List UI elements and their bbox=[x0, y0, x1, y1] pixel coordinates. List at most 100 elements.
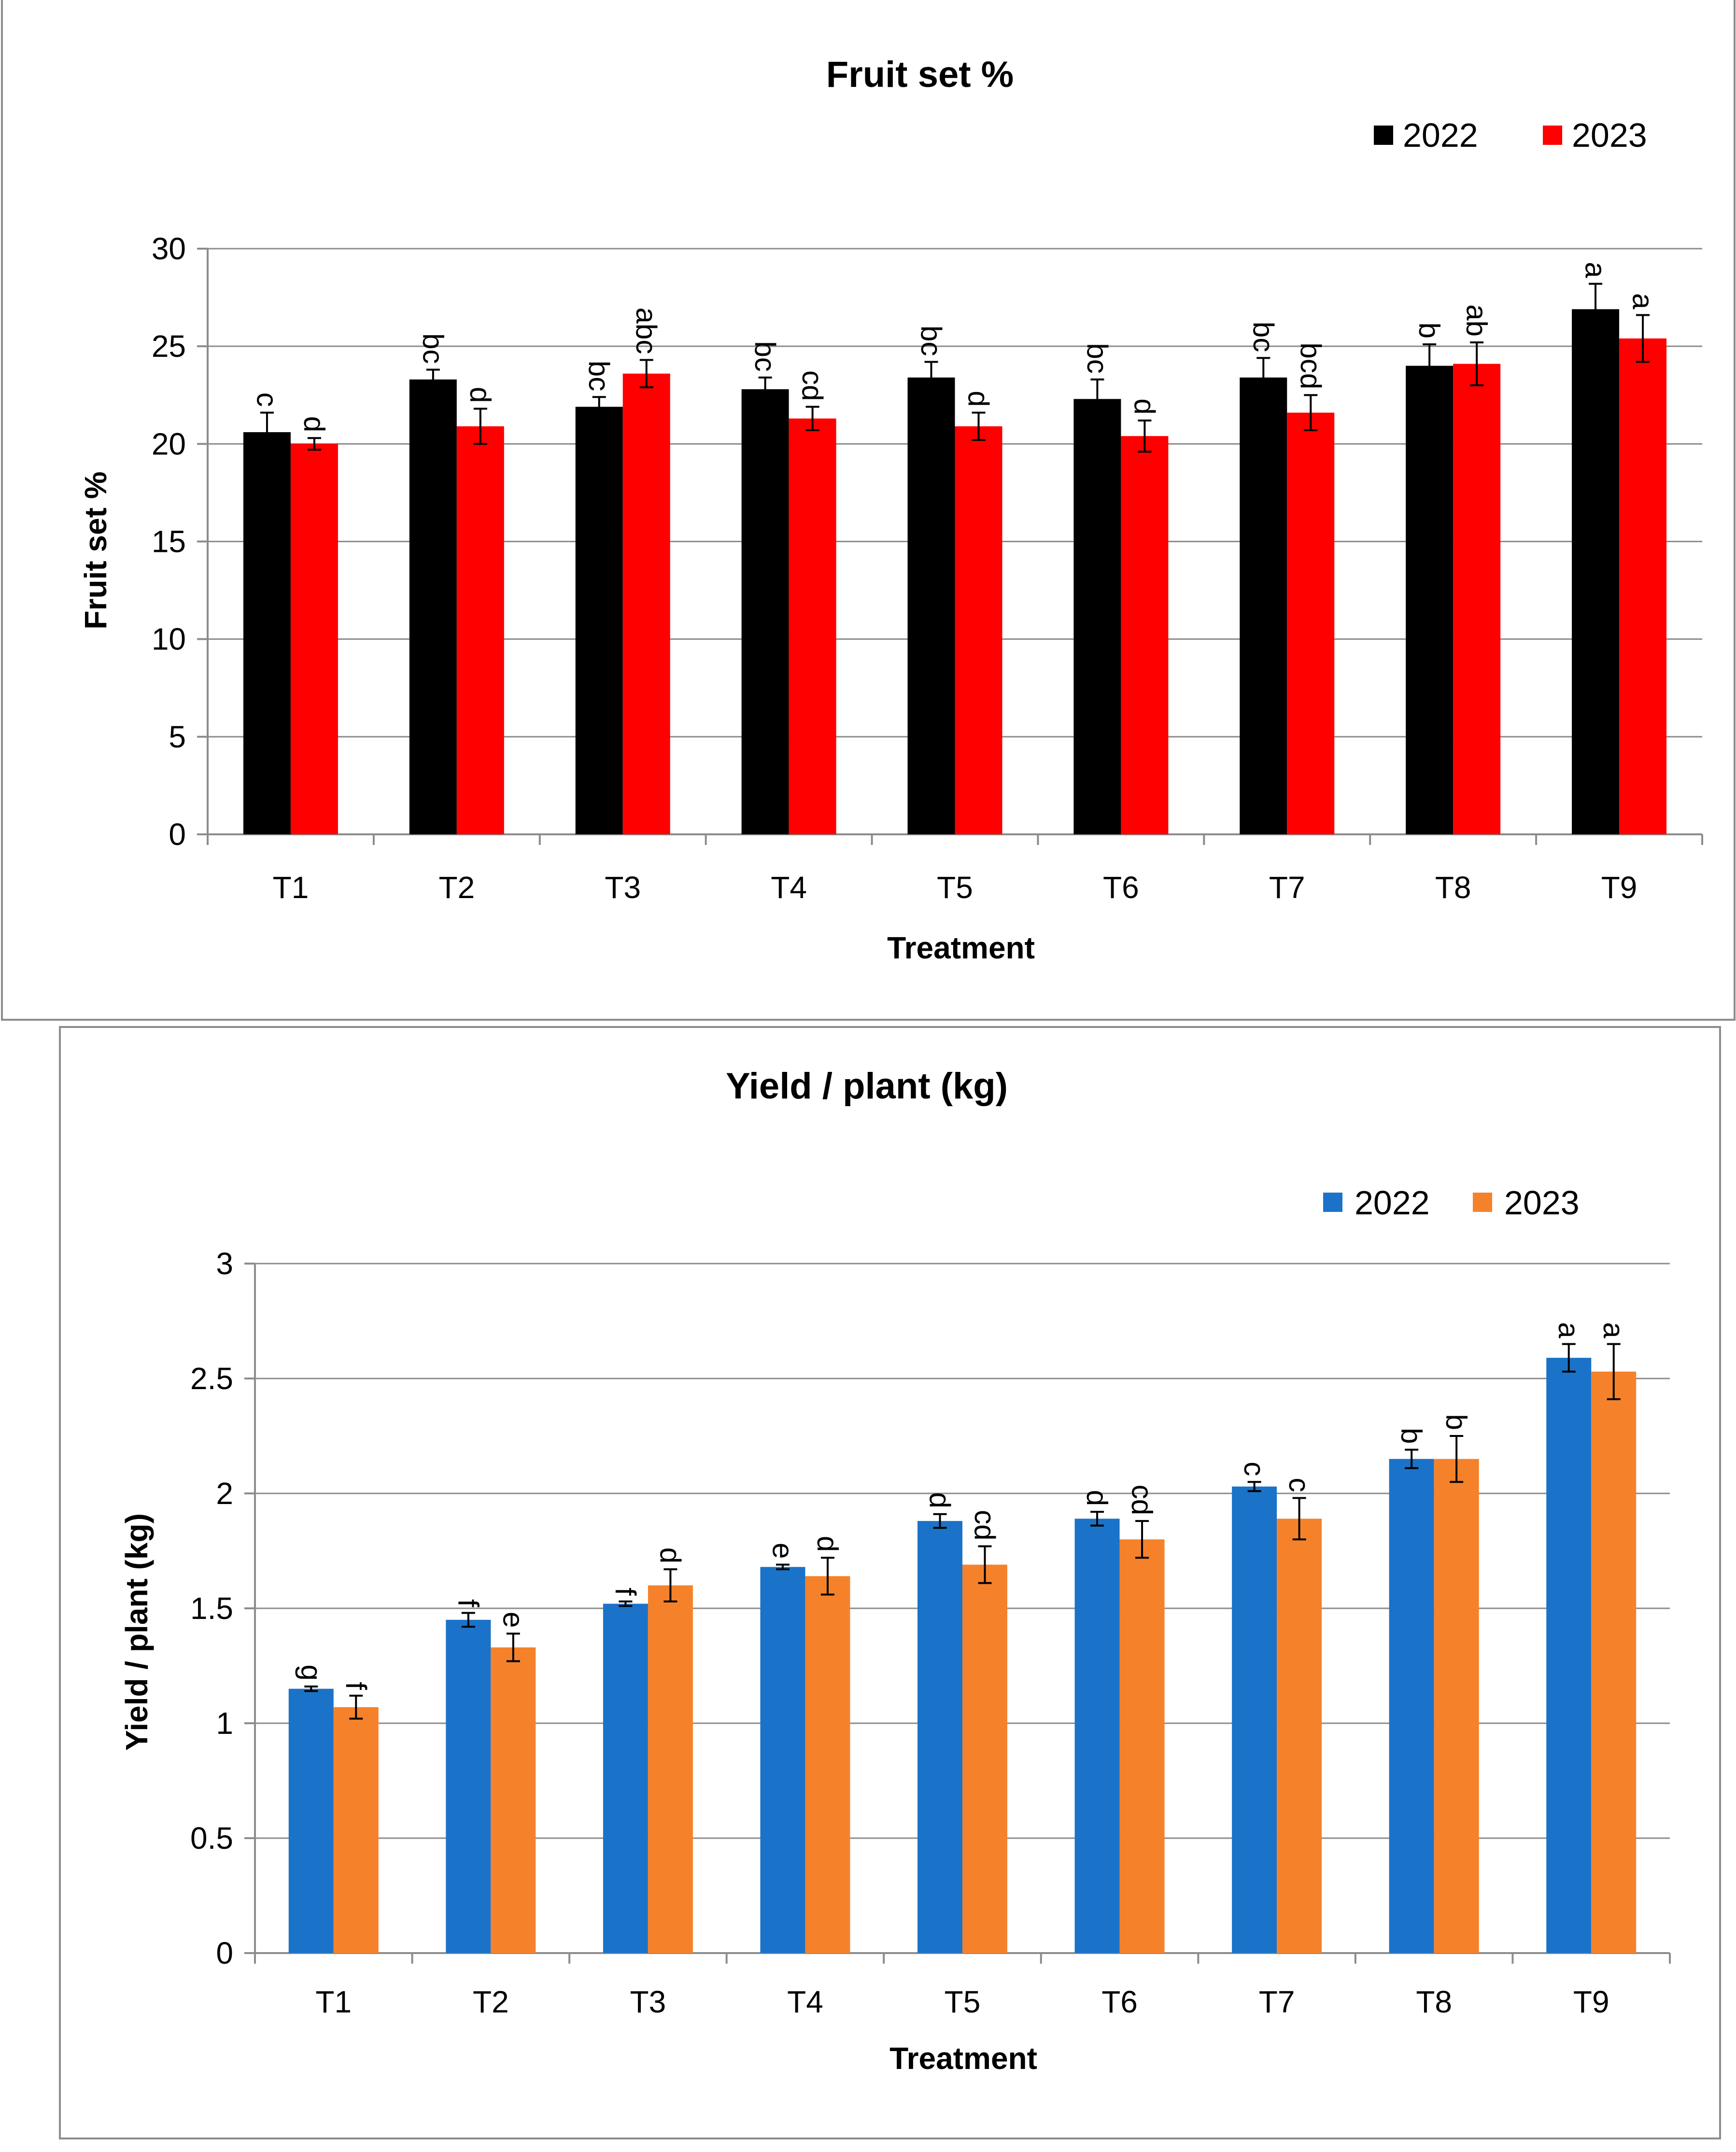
significance-label: cd bbox=[796, 370, 829, 401]
bar-2023-T1 bbox=[333, 1707, 379, 1953]
y-tick-label: 30 bbox=[152, 231, 186, 266]
y-tick-label: 5 bbox=[169, 719, 186, 754]
x-tick-label: T7 bbox=[1259, 1984, 1295, 2019]
yield-legend: 2022 2023 bbox=[1323, 1184, 1580, 1222]
x-tick-label: T1 bbox=[273, 870, 309, 905]
x-tick-label: T4 bbox=[771, 870, 807, 905]
bar-2022-T6 bbox=[1073, 399, 1121, 834]
legend-swatch-2022 bbox=[1374, 126, 1393, 145]
fruit-set-legend: 2022 2023 bbox=[1374, 116, 1647, 154]
bar-2022-T2 bbox=[446, 1619, 491, 1953]
fruit-set-x-axis-title: Treatment bbox=[887, 930, 1035, 965]
x-tick-label: T2 bbox=[438, 870, 475, 905]
y-tick-label: 0.5 bbox=[190, 1821, 233, 1856]
fruit-set-title: Fruit set % bbox=[826, 54, 1014, 95]
significance-label: d bbox=[464, 387, 496, 403]
significance-label: d bbox=[924, 1492, 956, 1508]
significance-label: d bbox=[962, 391, 995, 407]
significance-label: bc bbox=[417, 333, 449, 364]
bar-2023-T3 bbox=[648, 1585, 693, 1953]
significance-label: bc bbox=[583, 361, 615, 391]
bar-2023-T9 bbox=[1591, 1371, 1637, 1953]
legend-swatch-2023 bbox=[1473, 1193, 1492, 1212]
bar-2023-T5 bbox=[955, 426, 1002, 834]
significance-label: a bbox=[1553, 1322, 1585, 1338]
y-tick-label: 0 bbox=[169, 817, 186, 852]
significance-label: cd bbox=[969, 1510, 1001, 1540]
bar-2023-T9 bbox=[1619, 338, 1667, 834]
significance-label: d bbox=[654, 1547, 687, 1563]
x-tick-label: T8 bbox=[1416, 1984, 1452, 2019]
x-tick-label: T5 bbox=[937, 870, 973, 905]
bar-2022-T4 bbox=[741, 389, 789, 834]
significance-label: f bbox=[452, 1599, 484, 1607]
yield-y-axis-title: Yield / plant (kg) bbox=[119, 1513, 154, 1751]
significance-label: b bbox=[1413, 323, 1446, 338]
bar-2022-T7 bbox=[1232, 1486, 1277, 1953]
x-tick-label: T9 bbox=[1573, 1984, 1609, 2019]
significance-label: ab bbox=[1461, 304, 1493, 337]
significance-label: b bbox=[1396, 1428, 1428, 1444]
significance-label: bc bbox=[915, 325, 947, 356]
significance-label: d bbox=[1129, 398, 1161, 414]
bar-2022-T4 bbox=[760, 1567, 805, 1953]
y-tick-label: 25 bbox=[152, 329, 186, 364]
y-tick-label: 2.5 bbox=[190, 1361, 233, 1396]
yield-title: Yield / plant (kg) bbox=[726, 1066, 1008, 1107]
bar-2023-T3 bbox=[622, 373, 670, 834]
bar-2023-T7 bbox=[1287, 412, 1335, 834]
significance-label: a bbox=[1627, 293, 1659, 309]
significance-label: bcd bbox=[1295, 343, 1327, 390]
bar-2022-T1 bbox=[288, 1688, 334, 1953]
bar-2022-T9 bbox=[1546, 1358, 1592, 1953]
x-tick-label: T3 bbox=[605, 870, 641, 905]
legend-swatch-2022 bbox=[1323, 1193, 1342, 1212]
x-tick-label: T9 bbox=[1601, 870, 1637, 905]
bar-2022-T8 bbox=[1406, 366, 1454, 834]
bar-2022-T8 bbox=[1389, 1459, 1434, 1953]
bar-2022-T9 bbox=[1572, 309, 1620, 835]
y-tick-label: 15 bbox=[152, 524, 186, 559]
bar-2023-T2 bbox=[456, 426, 504, 834]
x-tick-label: T3 bbox=[630, 1984, 666, 2019]
yield-x-axis-title: Treatment bbox=[889, 2041, 1037, 2076]
significance-label: a bbox=[1597, 1322, 1630, 1338]
significance-label: d bbox=[298, 416, 330, 432]
significance-label: f bbox=[340, 1682, 372, 1690]
significance-label: g bbox=[295, 1664, 327, 1680]
significance-label: e bbox=[497, 1612, 529, 1628]
bar-2022-T5 bbox=[907, 377, 955, 834]
significance-label: bc bbox=[1247, 322, 1280, 352]
bar-2023-T8 bbox=[1434, 1459, 1479, 1953]
y-tick-label: 20 bbox=[152, 426, 186, 461]
x-tick-label: T5 bbox=[945, 1984, 981, 2019]
bar-2022-T6 bbox=[1074, 1519, 1120, 1953]
x-tick-label: T2 bbox=[473, 1984, 509, 2019]
legend-swatch-2023 bbox=[1543, 126, 1562, 145]
significance-label: d bbox=[1081, 1490, 1114, 1506]
y-tick-label: 2 bbox=[216, 1476, 233, 1511]
bar-2023-T2 bbox=[491, 1647, 536, 1953]
significance-label: bc bbox=[749, 341, 781, 371]
significance-label: bc bbox=[1081, 343, 1114, 374]
significance-label: f bbox=[609, 1588, 642, 1596]
bar-2022-T2 bbox=[409, 379, 457, 834]
yield-panel: Yield / plant (kg) 2022 2023 Yield / pla… bbox=[59, 1026, 1721, 2139]
significance-label: b bbox=[1440, 1414, 1473, 1430]
fruit-set-panel: Fruit set % 2022 2023 Fruit set % Treatm… bbox=[1, 0, 1736, 1021]
x-tick-label: T1 bbox=[315, 1984, 352, 2019]
significance-label: c bbox=[251, 393, 283, 407]
significance-label: d bbox=[811, 1536, 844, 1552]
y-tick-label: 3 bbox=[216, 1246, 233, 1281]
significance-label: c bbox=[1238, 1462, 1270, 1476]
significance-label: e bbox=[766, 1543, 799, 1559]
bar-2023-T5 bbox=[962, 1564, 1007, 1953]
bar-2022-T3 bbox=[603, 1603, 648, 1953]
bar-2023-T4 bbox=[789, 418, 836, 834]
significance-label: c bbox=[1283, 1478, 1315, 1492]
significance-label: cd bbox=[1126, 1485, 1158, 1515]
legend-label-2022: 2022 bbox=[1355, 1184, 1430, 1222]
y-tick-label: 1.5 bbox=[190, 1591, 233, 1626]
x-tick-label: T8 bbox=[1435, 870, 1471, 905]
